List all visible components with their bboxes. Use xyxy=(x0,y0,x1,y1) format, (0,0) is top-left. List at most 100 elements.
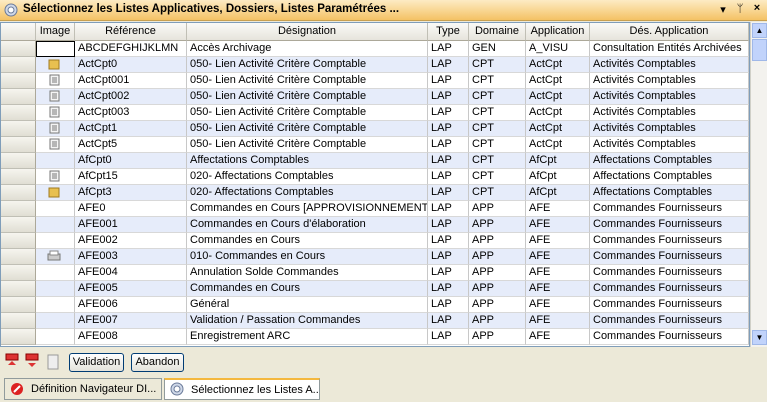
row-selector[interactable] xyxy=(1,105,36,121)
grid-cell: LAP xyxy=(428,169,469,185)
grid-cell: AFE002 xyxy=(75,233,187,249)
image-cell xyxy=(36,185,75,201)
grid-cell: Accès Archivage xyxy=(187,41,428,57)
grid-cell: Activités Comptables xyxy=(590,89,749,105)
grid-cell: Consultation Entités Archivées xyxy=(590,41,749,57)
grid-cell: GEN xyxy=(469,41,526,57)
row-selector[interactable] xyxy=(1,169,36,185)
grid-cell: LAP xyxy=(428,217,469,233)
row-selector[interactable] xyxy=(1,329,36,345)
grid-cell: 050- Lien Activité Critère Comptable xyxy=(187,73,428,89)
row-selector[interactable] xyxy=(1,217,36,233)
row-selector[interactable] xyxy=(1,121,36,137)
grid-cell: Activités Comptables xyxy=(590,57,749,73)
row-selector[interactable] xyxy=(1,201,36,217)
grid-cell: Commandes Fournisseurs xyxy=(590,329,749,345)
grid-cell: Annulation Solde Commandes xyxy=(187,265,428,281)
image-cell xyxy=(36,217,75,233)
grid-cell: LAP xyxy=(428,249,469,265)
grid-cell: CPT xyxy=(469,105,526,121)
abandon-button[interactable]: Abandon xyxy=(131,353,184,372)
grid-cell: Commandes Fournisseurs xyxy=(590,281,749,297)
pin-control[interactable]: ᛘ xyxy=(736,3,744,15)
grid-cell: ActCpt xyxy=(526,57,590,73)
grid-cell: ActCpt0 xyxy=(75,57,187,73)
grid-cell: ActCpt5 xyxy=(75,137,187,153)
row-selector[interactable] xyxy=(1,297,36,313)
grid-cell: APP xyxy=(469,297,526,313)
row-selector[interactable] xyxy=(1,57,36,73)
row-selector[interactable] xyxy=(1,89,36,105)
grid-cell: AFE xyxy=(526,281,590,297)
row-selector[interactable] xyxy=(1,185,36,201)
grid-cell: AFE xyxy=(526,297,590,313)
grid-cell: Affectations Comptables xyxy=(590,185,749,201)
grid-cell: APP xyxy=(469,281,526,297)
row-selector[interactable] xyxy=(1,137,36,153)
grid-cell: Commandes en Cours d'élaboration xyxy=(187,217,428,233)
row-selector[interactable] xyxy=(1,41,36,57)
column-header[interactable]: Domaine xyxy=(469,23,526,41)
row-selector[interactable] xyxy=(1,265,36,281)
grid-cell: AFE xyxy=(526,249,590,265)
tab[interactable]: Définition Navigateur DI... xyxy=(4,378,162,400)
grid-cell: LAP xyxy=(428,73,469,89)
grid-cell: LAP xyxy=(428,137,469,153)
grid-cell: CPT xyxy=(469,121,526,137)
menu-control[interactable]: ▾ xyxy=(720,4,726,16)
window-title: Sélectionnez les Listes Applicatives, Do… xyxy=(23,3,400,15)
grid-cell: 020- Affectations Comptables xyxy=(187,169,428,185)
toolbar-icons[interactable] xyxy=(4,353,64,373)
grid-cell: A_VISU xyxy=(526,41,590,57)
image-cell xyxy=(36,297,75,313)
grid-cell: Général xyxy=(187,297,428,313)
grid-cell: AfCpt xyxy=(526,153,590,169)
row-selector[interactable] xyxy=(1,233,36,249)
grid-cell: APP xyxy=(469,265,526,281)
scrollbar[interactable]: ▲ ▼ xyxy=(750,22,767,347)
grid-cell: AFE004 xyxy=(75,265,187,281)
column-header[interactable]: Désignation xyxy=(187,23,428,41)
grid-cell: Activités Comptables xyxy=(590,137,749,153)
grid-cell: Affectations Comptables xyxy=(590,153,749,169)
column-header[interactable]: Référence xyxy=(75,23,187,41)
image-cell xyxy=(36,105,75,121)
grid-cell: Commandes Fournisseurs xyxy=(590,217,749,233)
tab-active[interactable]: Sélectionnez les Listes A... xyxy=(164,378,320,400)
grid-cell: CPT xyxy=(469,153,526,169)
column-header[interactable]: Type xyxy=(428,23,469,41)
grid-cell: ABCDEFGHIJKLMN xyxy=(75,41,187,57)
grid-cell: LAP xyxy=(428,185,469,201)
grid-cell: LAP xyxy=(428,89,469,105)
grid-cell: CPT xyxy=(469,89,526,105)
image-cell xyxy=(36,329,75,345)
grid-cell: CPT xyxy=(469,185,526,201)
title-bar: Sélectionnez les Listes Applicatives, Do… xyxy=(0,0,767,21)
row-selector[interactable] xyxy=(1,313,36,329)
row-selector[interactable] xyxy=(1,153,36,169)
grid-cell: AfCpt0 xyxy=(75,153,187,169)
app-icon xyxy=(4,3,18,17)
grid-cell: AfCpt3 xyxy=(75,185,187,201)
grid-cell: LAP xyxy=(428,57,469,73)
column-header[interactable]: Dés. Application xyxy=(590,23,749,41)
grid-cell: ActCpt xyxy=(526,137,590,153)
grid-cell: CPT xyxy=(469,169,526,185)
grid-cell: Commandes Fournisseurs xyxy=(590,249,749,265)
close-control[interactable]: × xyxy=(753,2,761,14)
row-selector[interactable] xyxy=(1,281,36,297)
grid-cell: LAP xyxy=(428,233,469,249)
grid-cell: 050- Lien Activité Critère Comptable xyxy=(187,57,428,73)
column-header[interactable]: Image xyxy=(36,23,75,41)
grid-cell: 050- Lien Activité Critère Comptable xyxy=(187,105,428,121)
grid-cell: LAP xyxy=(428,153,469,169)
column-header[interactable]: Application xyxy=(526,23,590,41)
data-grid: Image Référence Désignation Type Domaine Appl… xyxy=(0,22,750,347)
row-selector[interactable] xyxy=(1,73,36,89)
row-selector[interactable] xyxy=(1,249,36,265)
grid-cell: AFE xyxy=(526,217,590,233)
image-cell xyxy=(36,41,75,57)
grid-cell: CPT xyxy=(469,57,526,73)
grid-cell: LAP xyxy=(428,41,469,57)
validation-button[interactable]: Validation xyxy=(69,353,124,372)
